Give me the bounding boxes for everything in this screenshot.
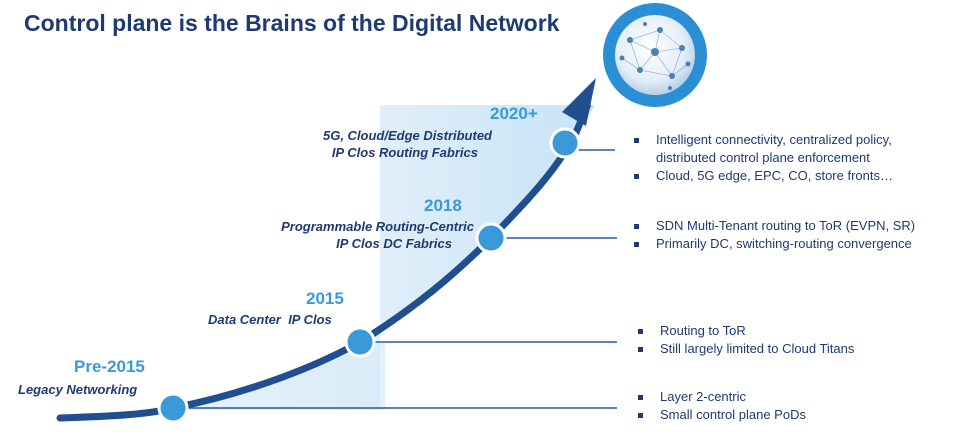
- milestone-node-2018: [475, 222, 507, 254]
- bullet-list-2020: Intelligent connectivity, centralized po…: [630, 131, 893, 185]
- list-item: Routing to ToR: [634, 322, 854, 340]
- stage-line: 5G, Cloud/Edge Distributed: [322, 128, 492, 143]
- list-item: Small control plane PoDs: [634, 406, 806, 424]
- stage-line: Legacy Networking: [18, 382, 138, 397]
- list-item: Intelligent connectivity, centralized po…: [630, 131, 893, 149]
- milestone-year-2015: 2015: [306, 289, 344, 308]
- list-item: Layer 2-centric: [634, 388, 806, 406]
- milestone-stage-pre2015: Legacy Networking: [18, 381, 137, 398]
- milestone-node-2020: [549, 127, 581, 159]
- stage-line: IP Clos DC Fabrics: [336, 236, 452, 251]
- bullet-list-2018: SDN Multi-Tenant routing to ToR (EVPN, S…: [630, 217, 915, 253]
- list-item: Still largely limited to Cloud Titans: [634, 340, 854, 358]
- curve-arrow-shaft: [571, 102, 592, 137]
- milestone-year-pre2015: Pre-2015: [74, 357, 145, 376]
- stage-line: Programmable Routing-Centric: [281, 219, 474, 234]
- curve-shade: [150, 105, 595, 410]
- milestone-stage-2015: Data Center IP Clos: [208, 311, 332, 328]
- milestone-node-2015: [344, 326, 376, 358]
- milestone-node-pre2015: [157, 392, 189, 424]
- milestone-stage-2018: Programmable Routing-Centric IP Clos DC …: [248, 218, 474, 252]
- list-item: Cloud, 5G edge, EPC, CO, store fronts…: [630, 167, 893, 185]
- stage-line: IP Clos Routing Fabrics: [331, 145, 478, 160]
- milestone-year-2020: 2020+: [490, 104, 538, 123]
- network-globe-icon: [603, 3, 707, 107]
- list-item: SDN Multi-Tenant routing to ToR (EVPN, S…: [630, 217, 915, 235]
- list-item: Primarily DC, switching-routing converge…: [630, 235, 915, 253]
- bullet-list-pre2015: Layer 2-centric Small control plane PoDs: [634, 388, 806, 424]
- milestone-stage-2020: 5G, Cloud/Edge Distributed IP Clos Routi…: [296, 127, 492, 161]
- page-title: Control plane is the Brains of the Digit…: [24, 10, 560, 36]
- list-item: distributed control plane enforcement: [656, 150, 870, 165]
- bullet-list-2015: Routing to ToR Still largely limited to …: [634, 322, 854, 358]
- stage-line: Data Center IP Clos: [208, 312, 332, 327]
- milestone-year-2018: 2018: [424, 196, 462, 215]
